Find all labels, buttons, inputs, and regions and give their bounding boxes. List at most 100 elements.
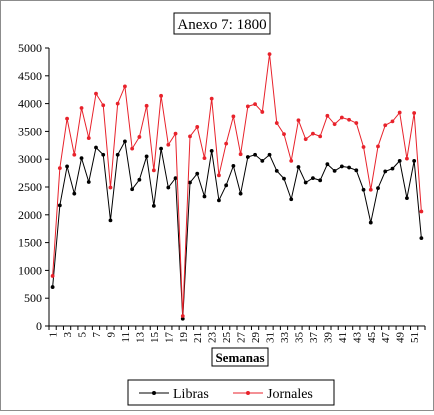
data-point-jornales	[137, 135, 142, 139]
data-point-libras	[144, 154, 149, 159]
data-point-libras	[72, 191, 77, 196]
data-point-libras	[202, 194, 207, 199]
data-point-jornales	[253, 102, 257, 107]
x-tick-label: 39	[322, 332, 334, 344]
data-point-libras	[405, 196, 409, 201]
data-point-libras	[195, 171, 200, 176]
data-point-jornales	[115, 101, 120, 106]
data-point-libras	[130, 187, 135, 192]
data-point-libras	[50, 285, 55, 289]
title-box	[173, 12, 271, 35]
data-point-libras	[217, 198, 221, 203]
y-tick-label: 0	[36, 319, 42, 333]
data-point-jornales	[180, 314, 185, 318]
data-point-jornales	[332, 122, 337, 127]
data-point-jornales	[159, 93, 163, 98]
data-point-libras	[238, 191, 243, 196]
data-point-jornales	[238, 152, 243, 157]
x-tick-label: 43	[351, 332, 363, 344]
data-point-jornales	[202, 156, 207, 160]
x-tick-label: 7	[91, 332, 103, 338]
data-point-libras	[209, 148, 214, 153]
data-point-libras	[354, 168, 359, 173]
data-point-jornales	[224, 141, 229, 146]
data-point-libras	[339, 164, 344, 169]
y-tick-label: 4500	[18, 69, 42, 83]
data-point-jornales	[173, 131, 178, 136]
x-tick-label: 15	[149, 332, 161, 344]
data-point-libras	[267, 152, 272, 157]
data-point-libras	[188, 180, 192, 185]
chart-title: Anexo 7: 1800	[177, 17, 266, 33]
data-point-libras	[412, 158, 417, 163]
data-point-libras	[274, 168, 279, 173]
data-point-jornales	[79, 106, 84, 110]
data-point-jornales	[144, 103, 149, 108]
data-point-libras	[101, 152, 106, 157]
x-tick-label: 29	[250, 332, 262, 344]
x-tick-label: 45	[366, 332, 378, 344]
data-point-jornales	[318, 134, 323, 139]
data-point-jornales	[311, 131, 315, 136]
data-point-libras	[383, 169, 388, 174]
data-point-jornales	[231, 114, 236, 119]
data-point-libras	[361, 187, 366, 192]
data-point-libras	[296, 165, 301, 169]
series-line-libras	[52, 139, 422, 319]
data-point-libras	[325, 162, 330, 167]
data-point-libras	[311, 176, 315, 181]
x-tick-label: 41	[337, 332, 349, 343]
legend-item-libras: Libras	[139, 387, 209, 402]
data-point-jornales	[347, 117, 351, 122]
x-tick-label: 9	[105, 332, 117, 338]
data-point-libras	[173, 176, 178, 181]
data-point-jornales	[412, 111, 417, 115]
x-tick-label: 49	[395, 332, 407, 344]
data-point-jornales	[383, 123, 388, 128]
x-tick-label: 27	[236, 332, 248, 344]
x-axis-ticks: 1 3 5 7 9 11 13 15 17 19 21 23 25 27 29 31 33 35 37 39 41 43 4…	[48, 326, 426, 344]
data-point-libras	[115, 152, 120, 157]
x-axis-label: Semanas	[215, 350, 264, 365]
x-tick-label: 5	[77, 332, 89, 338]
legend-label-jornales: Jornales	[267, 387, 313, 402]
data-point-jornales	[376, 144, 380, 149]
data-point-jornales	[296, 118, 301, 123]
data-point-jornales	[209, 96, 214, 101]
data-point-jornales	[50, 274, 55, 278]
data-point-jornales	[86, 136, 91, 140]
data-point-jornales	[123, 84, 127, 89]
series-line-jornales	[52, 54, 422, 317]
x-axis-label-box	[211, 347, 269, 367]
y-tick-label: 4000	[18, 97, 42, 111]
data-point-libras	[289, 197, 294, 202]
data-point-libras	[253, 152, 257, 157]
data-point-jornales	[94, 91, 98, 96]
data-point-jornales	[390, 119, 395, 124]
data-point-libras	[166, 185, 171, 190]
y-tick-label: 2000	[18, 208, 42, 222]
x-tick-label: 3	[62, 332, 74, 338]
data-point-jornales	[361, 145, 366, 149]
data-point-libras	[137, 177, 142, 182]
data-point-libras	[108, 218, 113, 223]
y-tick-label: 1000	[18, 263, 42, 277]
data-point-libras	[123, 139, 127, 144]
data-point-libras	[368, 220, 373, 225]
data-point-libras	[397, 158, 402, 163]
data-point-jornales	[245, 104, 250, 109]
data-point-libras	[282, 176, 286, 181]
data-point-jornales	[303, 137, 308, 142]
data-point-jornales	[339, 115, 344, 120]
x-tick-label: 33	[279, 332, 291, 344]
data-point-libras	[180, 316, 185, 321]
data-point-libras	[347, 165, 351, 170]
data-point-jornales	[108, 185, 113, 190]
data-point-libras	[303, 180, 308, 185]
data-point-jornales	[188, 134, 192, 139]
legend-marker-libras	[152, 391, 156, 395]
x-tick-label: 11	[120, 332, 132, 343]
x-tick-label: 35	[293, 332, 305, 344]
